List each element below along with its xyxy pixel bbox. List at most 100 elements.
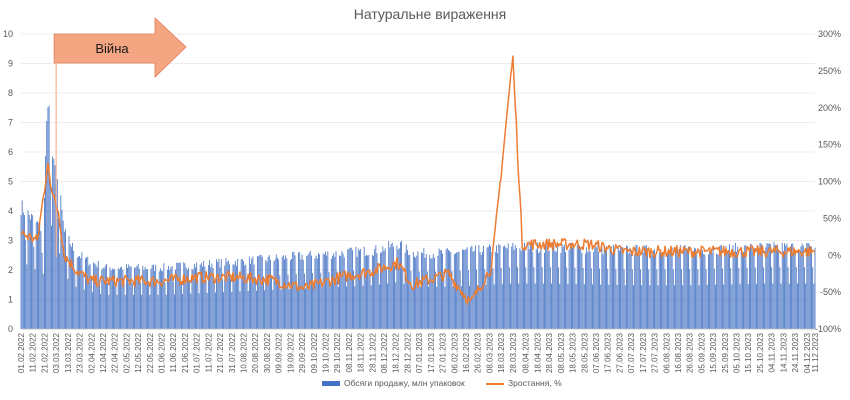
bar: [377, 268, 379, 329]
bar: [717, 254, 719, 329]
bar: [151, 265, 153, 329]
bar: [161, 270, 162, 329]
bar: [744, 245, 746, 329]
x-tick-label: 12.04.2022: [99, 332, 108, 373]
bar: [548, 250, 550, 329]
bar: [44, 197, 45, 329]
bar: [478, 245, 480, 329]
x-tick-label: 11.07.2022: [204, 332, 213, 372]
bar: [746, 267, 748, 329]
bar: [217, 261, 219, 329]
bar: [231, 291, 233, 329]
x-tick-label: 03.03.2022: [52, 332, 61, 373]
bar: [296, 288, 298, 329]
bar: [340, 255, 342, 329]
bar: [607, 268, 609, 329]
bar: [72, 243, 73, 329]
bar: [36, 221, 38, 329]
bar: [380, 253, 381, 329]
bar: [137, 263, 139, 329]
bar: [348, 248, 350, 329]
bar: [517, 267, 518, 329]
bar: [355, 246, 357, 329]
bar: [66, 259, 68, 329]
bar: [197, 280, 199, 329]
bar: [629, 247, 631, 329]
bar: [109, 267, 111, 329]
x-tick-label: 27.07.2023: [651, 332, 660, 373]
bar: [724, 254, 726, 329]
x-tick-label: 04.12.2023: [803, 332, 812, 373]
bar: [541, 267, 543, 329]
bar: [295, 274, 297, 329]
bar: [663, 255, 665, 329]
bar: [652, 250, 654, 329]
x-tick-label: 01.07.2022: [193, 332, 202, 373]
bar: [265, 259, 267, 329]
bar: [578, 245, 579, 329]
bar: [642, 252, 644, 329]
y-right-tick-label: 50%: [823, 213, 841, 223]
bar: [647, 252, 648, 329]
bar: [671, 247, 673, 329]
bar: [537, 242, 538, 329]
bar: [627, 246, 629, 329]
bar: [225, 257, 227, 329]
bar: [494, 251, 496, 329]
bar: [48, 105, 50, 329]
bar: [425, 254, 427, 329]
bar: [540, 248, 542, 329]
bar: [150, 268, 152, 329]
bar: [223, 292, 225, 329]
bar: [435, 271, 436, 329]
bar: [155, 264, 157, 329]
bar: [184, 263, 186, 329]
x-tick-label: 28.11.2022: [368, 332, 377, 372]
bar: [531, 242, 533, 329]
bar: [257, 256, 258, 329]
bar: [186, 269, 188, 329]
bar: [556, 245, 558, 329]
bar: [489, 244, 490, 329]
bar: [682, 285, 684, 329]
bar: [254, 276, 256, 329]
bar: [592, 284, 593, 329]
bar: [470, 247, 472, 329]
bar: [360, 248, 362, 329]
y-left-tick-label: 6: [8, 147, 13, 157]
bar: [142, 265, 144, 329]
bar: [795, 267, 797, 329]
bar: [482, 251, 483, 329]
bar: [649, 285, 651, 329]
bar: [147, 269, 148, 329]
bar: [199, 264, 201, 329]
bar: [63, 231, 65, 329]
x-tick-label: 22.05.2022: [146, 332, 155, 373]
bar: [654, 249, 655, 329]
bar: [271, 275, 273, 329]
bar: [437, 255, 439, 329]
x-tick-label: 21.02.2022: [40, 332, 49, 373]
x-tick-label: 29.09.2022: [298, 332, 307, 373]
bar: [561, 244, 563, 329]
x-tick-label: 01.02.2022: [17, 332, 26, 373]
bar: [277, 257, 278, 329]
x-tick-label: 18.03.2023: [497, 332, 506, 373]
bar: [747, 284, 749, 329]
bar: [486, 247, 488, 329]
x-tick-label: 09.10.2022: [310, 332, 319, 373]
bar: [328, 272, 330, 329]
bar: [313, 288, 315, 329]
bar: [658, 252, 660, 329]
bar: [69, 244, 71, 329]
bar: [174, 294, 175, 329]
bar: [298, 252, 299, 329]
bar: [506, 248, 508, 329]
bar: [247, 291, 249, 329]
bar: [656, 269, 658, 329]
bar: [727, 249, 729, 329]
bar: [514, 245, 516, 329]
bar: [356, 256, 358, 329]
bar: [62, 220, 64, 329]
x-tick-label: 25.10.2023: [756, 332, 765, 373]
